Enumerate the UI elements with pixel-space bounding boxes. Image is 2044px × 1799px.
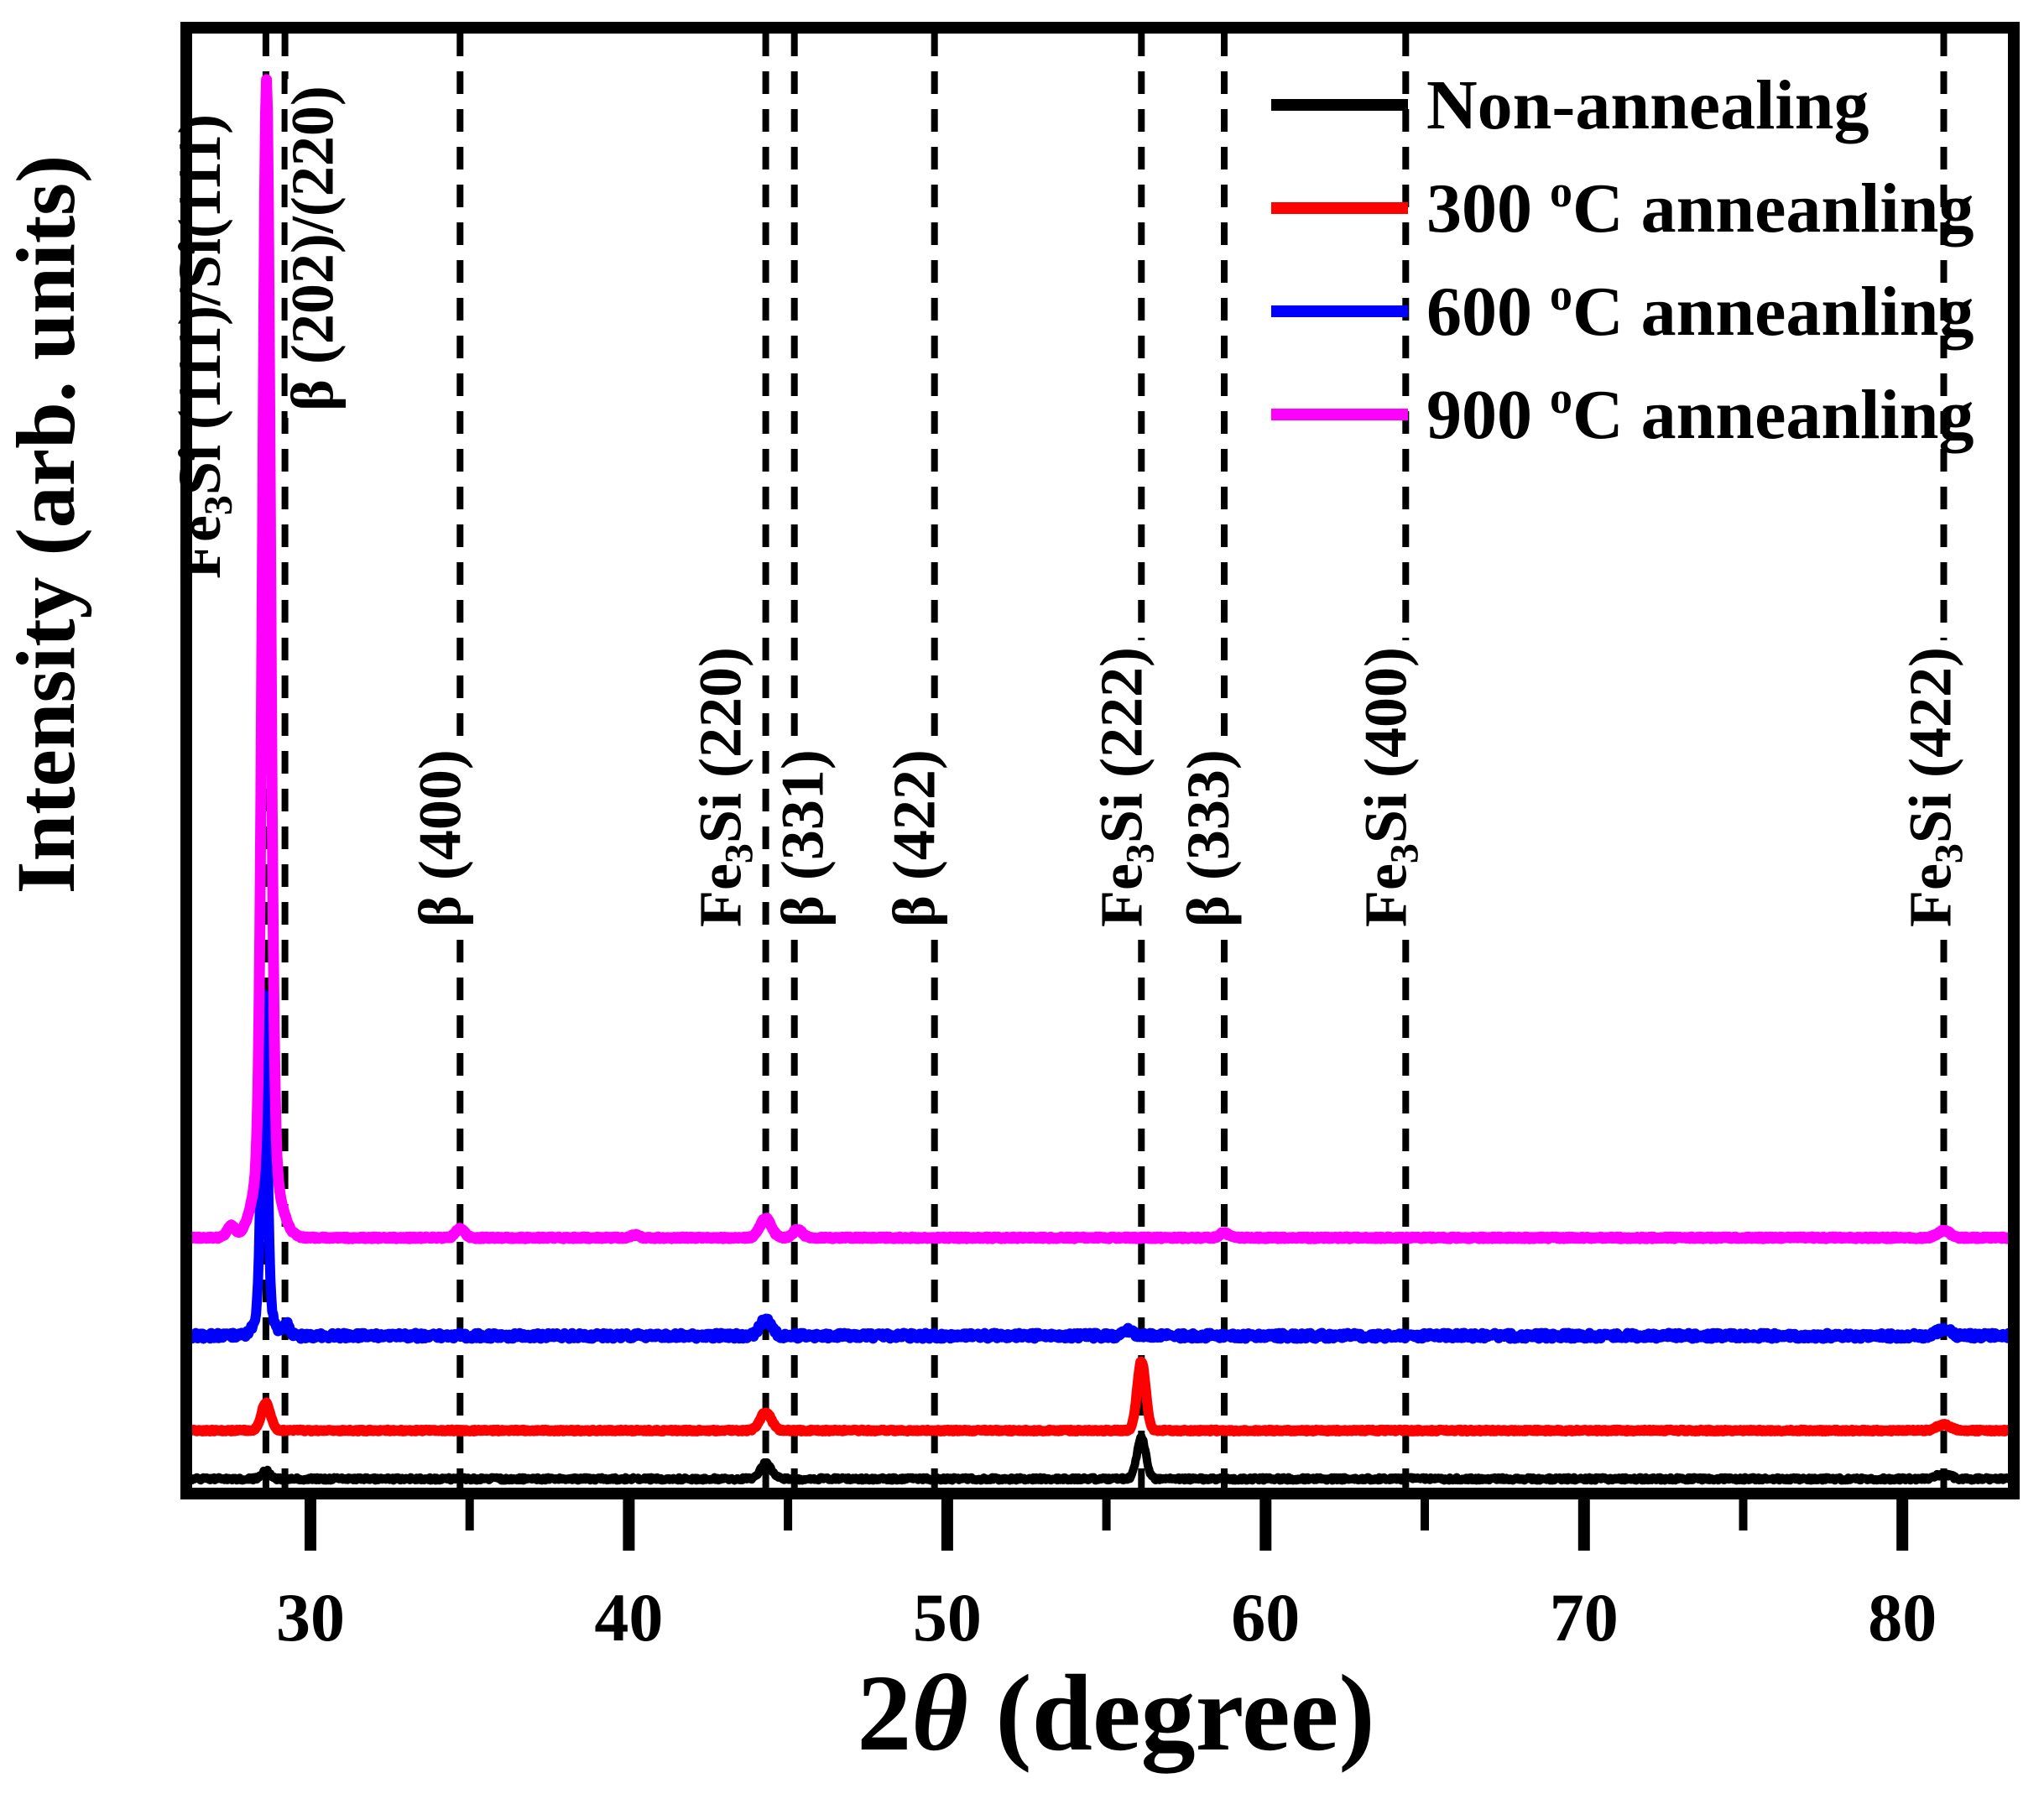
y-axis-title: Intensity (arb. units) bbox=[0, 155, 92, 894]
tick-label-50: 50 bbox=[913, 1579, 982, 1656]
legend-label-2: 600 oC anneanling bbox=[1426, 269, 1974, 351]
tick-label-30: 30 bbox=[276, 1579, 345, 1656]
legend-item-1: 300 oC anneanling bbox=[1271, 166, 1974, 248]
peak-label-3: Fe3Si (220) bbox=[687, 647, 762, 927]
legend-item-2: 600 oC anneanling bbox=[1271, 269, 1974, 351]
peak-label-1: β (202)/(220) bbox=[279, 86, 347, 411]
legend-label-0: Non-annealing bbox=[1426, 66, 1869, 144]
peak-label-4: β (331) bbox=[769, 749, 837, 927]
x-axis-title: 2θ (degree) bbox=[857, 1653, 1374, 1774]
peak-label-bg-3 bbox=[695, 640, 761, 934]
curve-300c-anneanling bbox=[181, 1356, 2019, 1437]
peak-label-bg-6 bbox=[1096, 640, 1162, 934]
plot-frame bbox=[180, 22, 2020, 1499]
peak-label-bg-9 bbox=[1905, 640, 1971, 934]
peak-label-bg-5 bbox=[889, 743, 955, 934]
peak-label-bg-1 bbox=[287, 79, 353, 418]
x-axis-title-pre: 2 bbox=[857, 1653, 911, 1774]
curve-600c-anneanling bbox=[181, 990, 2019, 1344]
diffraction-curves bbox=[180, 74, 2020, 1485]
legend-item-0: Non-annealing bbox=[1271, 66, 1869, 144]
peak-label-bg-7 bbox=[1183, 743, 1249, 934]
peak-label-bg-4 bbox=[777, 743, 843, 934]
peak-label-bg-8 bbox=[1360, 640, 1426, 934]
peak-label-0: Fe3Si (111)/Si(111) bbox=[166, 114, 241, 579]
x-axis-title-theta: θ bbox=[911, 1653, 967, 1774]
peak-label-bg-2 bbox=[415, 743, 481, 934]
tick-label-70: 70 bbox=[1550, 1579, 1619, 1656]
tick-label-80: 80 bbox=[1868, 1579, 1937, 1656]
peak-label-5: β (422) bbox=[881, 749, 948, 927]
legend-label-3: 900 oC anneanling bbox=[1426, 373, 1974, 454]
legend: Non-annealing 300 oC anneanling 600 oC ann… bbox=[1271, 66, 1974, 454]
legend-label-1: 300 oC anneanling bbox=[1426, 166, 1974, 248]
curve-900c-anneanling bbox=[180, 74, 2020, 1244]
x-axis-title-post: (degree) bbox=[968, 1653, 1375, 1774]
tick-label-40: 40 bbox=[594, 1579, 663, 1656]
peak-label-9: Fe3Si (422) bbox=[1897, 647, 1972, 927]
peak-label-2: β (400) bbox=[406, 749, 473, 927]
legend-item-3: 900 oC anneanling bbox=[1271, 373, 1974, 454]
peak-label-7: β (333) bbox=[1175, 749, 1242, 927]
x-axis-ticks: 30 40 50 60 70 80 bbox=[276, 1499, 1937, 1656]
peak-label-8: Fe3Si (400) bbox=[1352, 647, 1426, 927]
peak-label-6: Fe3Si (222) bbox=[1087, 647, 1162, 927]
curve-non-annealing bbox=[182, 1431, 2018, 1485]
tick-label-60: 60 bbox=[1231, 1579, 1300, 1656]
